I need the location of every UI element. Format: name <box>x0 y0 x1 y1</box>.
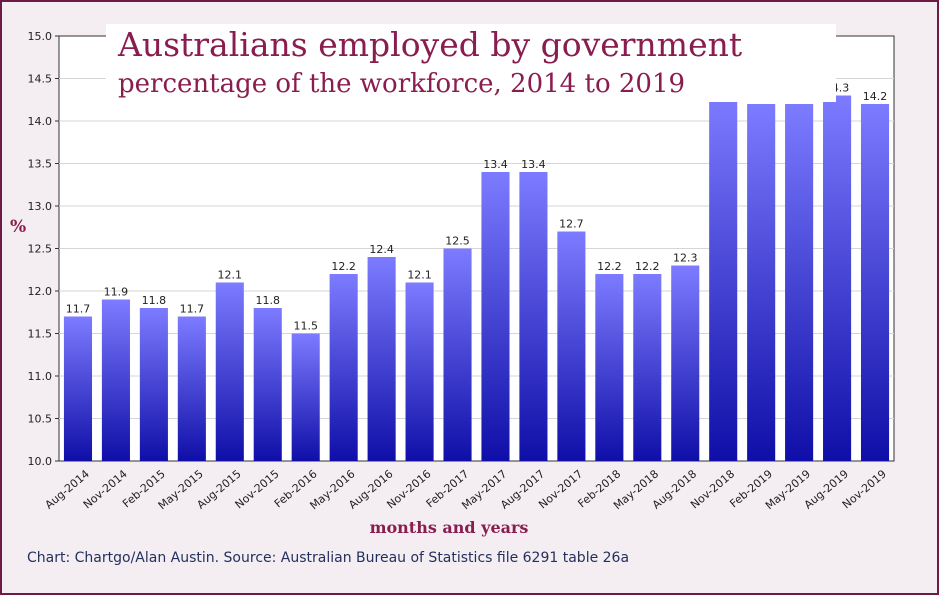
x-axis-label: months and years <box>370 518 529 537</box>
data-label: 12.7 <box>559 218 584 231</box>
bar <box>367 257 396 461</box>
bar <box>747 104 776 461</box>
y-tick-label: 10.0 <box>28 455 53 468</box>
data-label: 11.7 <box>180 303 205 316</box>
y-tick-label: 12.0 <box>28 285 53 298</box>
data-label: 12.1 <box>218 269 243 282</box>
y-tick-label: 13.0 <box>28 200 53 213</box>
bar-chart: 10.0 10.5 11.0 11.5 12.0 12.5 13.0 13.5 14.0 14.5… <box>10 24 895 537</box>
bar <box>63 316 93 461</box>
data-label: 12.2 <box>597 260 622 273</box>
x-axis: Aug-2014Nov-2014Feb-2015May-2015Aug-2015… <box>43 467 889 512</box>
bar <box>405 282 434 461</box>
y-axis: 10.0 10.5 11.0 11.5 12.0 12.5 13.0 13.5 14.0 14.5… <box>28 30 59 468</box>
data-label: 11.8 <box>256 294 281 307</box>
chart-subtitle: percentage of the workforce, 2014 to 201… <box>118 69 685 99</box>
y-tick-label: 11.5 <box>28 328 53 341</box>
data-label: 11.9 <box>104 286 129 299</box>
y-tick-label: 15.0 <box>28 30 53 43</box>
chart-title: Australians employed by government <box>117 25 742 64</box>
bar <box>519 172 548 461</box>
data-label: 12.2 <box>635 260 660 273</box>
bar <box>481 172 510 461</box>
bar <box>329 274 358 461</box>
bar <box>443 248 472 461</box>
bar <box>215 282 244 461</box>
y-tick-label: 13.5 <box>28 158 53 171</box>
bar <box>557 231 586 461</box>
bar <box>671 265 700 461</box>
title-backdrop <box>106 24 836 102</box>
bar <box>101 299 130 461</box>
data-label: 12.2 <box>331 260 356 273</box>
bar <box>785 104 814 461</box>
y-tick-label: 10.5 <box>28 413 53 426</box>
y-tick-label: 11.0 <box>28 370 53 383</box>
y-tick-label: 14.5 <box>28 73 53 86</box>
y-tick-label: 12.5 <box>28 243 53 256</box>
data-label: 14.2 <box>863 90 888 103</box>
data-label: 11.8 <box>142 294 167 307</box>
y-tick-label: 14.0 <box>28 115 53 128</box>
data-label: 12.3 <box>673 252 698 265</box>
data-label: 11.5 <box>293 320 318 333</box>
data-label: 12.4 <box>369 243 394 256</box>
bar <box>633 274 662 461</box>
data-label: 12.1 <box>407 269 432 282</box>
data-label: 11.7 <box>66 303 91 316</box>
bars <box>63 95 890 461</box>
bar <box>595 274 624 461</box>
bar <box>291 333 320 461</box>
bar <box>823 95 852 461</box>
bar <box>139 308 168 461</box>
bar <box>860 104 890 461</box>
data-label: 12.5 <box>445 235 470 248</box>
bar <box>709 95 738 461</box>
source-note: Chart: Chartgo/Alan Austin. Source: Aust… <box>27 550 630 566</box>
bar <box>177 316 206 461</box>
y-axis-label: % <box>10 217 26 237</box>
data-label: 13.4 <box>521 158 546 171</box>
data-label: 13.4 <box>483 158 508 171</box>
bar <box>253 308 282 461</box>
